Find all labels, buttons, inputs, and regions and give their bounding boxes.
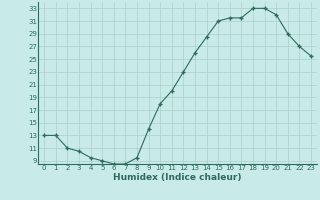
X-axis label: Humidex (Indice chaleur): Humidex (Indice chaleur) [113, 173, 242, 182]
